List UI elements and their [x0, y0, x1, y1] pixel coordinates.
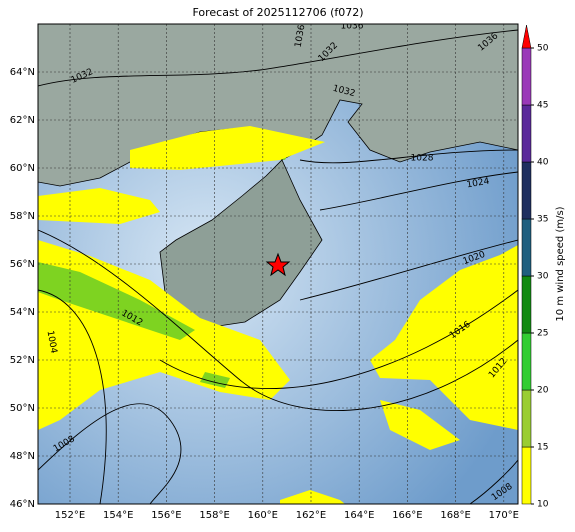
isobar-label: 1028	[411, 154, 434, 164]
isobar	[38, 29, 518, 87]
lon-label: 170°E	[489, 510, 519, 521]
lon-label: 154°E	[103, 510, 133, 521]
isobar	[299, 149, 518, 164]
lat-label: 50°N	[10, 403, 35, 414]
colorbar-segment	[521, 161, 532, 220]
lon-label: 162°E	[296, 510, 326, 521]
location-star	[265, 252, 291, 277]
isobar	[38, 289, 107, 504]
isobar-label: 1024	[466, 177, 491, 191]
lat-label: 62°N	[10, 115, 35, 126]
isobar	[159, 289, 518, 389]
colorbar-tick-label: 40	[537, 158, 549, 168]
colorbar-segment	[521, 218, 532, 277]
lat-label: 58°N	[10, 211, 35, 222]
colorbar-tick-label: 50	[537, 44, 549, 54]
colorbar-segment	[521, 104, 532, 163]
colorbar-segment	[521, 389, 532, 448]
lat-label: 48°N	[10, 451, 35, 462]
lat-label: 46°N	[10, 499, 35, 510]
lon-label: 164°E	[344, 510, 374, 521]
lon-label: 152°E	[55, 510, 85, 521]
lon-label: 156°E	[151, 510, 181, 521]
colorbar-segment	[521, 446, 532, 505]
lon-label: 160°E	[248, 510, 278, 521]
colorbar-segment	[521, 332, 532, 391]
colorbar-tick-label: 20	[537, 386, 549, 396]
lat-label: 54°N	[10, 307, 35, 318]
isobar	[319, 171, 518, 211]
lon-label: 166°E	[392, 510, 422, 521]
colorbar-extension	[521, 24, 532, 49]
colorbar-tick-label: 45	[537, 101, 548, 111]
isobar-label: 1036	[294, 24, 308, 49]
isobar	[469, 459, 518, 504]
graticule	[38, 24, 518, 504]
lat-label: 52°N	[10, 355, 35, 366]
lat-label: 64°N	[10, 67, 35, 78]
isobar-label: 1004	[45, 330, 59, 355]
colorbar-tick-label: 15	[537, 443, 548, 453]
lon-label: 168°E	[440, 510, 470, 521]
axis-labels: 152°E 154°E 156°E 158°E 160°E 162°E 164°E 166°E…	[10, 67, 519, 521]
wind-fill-yellow	[130, 126, 518, 504]
colorbar-tick-label: 10	[537, 500, 549, 510]
isobar-label: 1036	[341, 22, 364, 32]
colorbar: 10 15 20 25 30 35 40 45 50	[521, 24, 549, 510]
lat-label: 56°N	[10, 259, 35, 270]
colorbar-label: 10 m wind speed (m/s)	[555, 206, 566, 321]
colorbar-segment	[521, 275, 532, 334]
title: Forecast of 2025112706 (f072)	[192, 6, 363, 19]
map-area: 1032103610361032103210361028102410201016…	[38, 22, 518, 504]
lon-label: 158°E	[199, 510, 229, 521]
colorbar-segment	[521, 47, 532, 106]
colorbar-tick-label: 25	[537, 329, 548, 339]
lat-label: 60°N	[10, 163, 35, 174]
colorbar-tick-label: 30	[537, 272, 549, 282]
colorbar-tick-label: 35	[537, 215, 548, 225]
map-frame	[37, 23, 519, 505]
isobar	[38, 229, 518, 411]
isobar	[299, 239, 518, 301]
